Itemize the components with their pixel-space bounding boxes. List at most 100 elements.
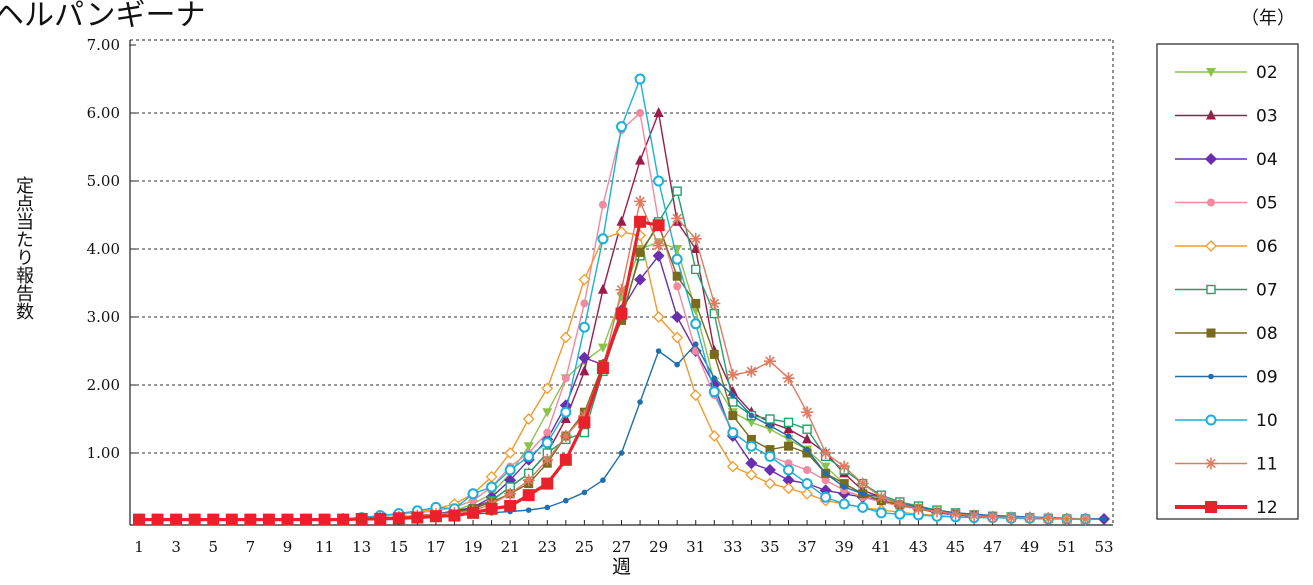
x-tick-label: 49 <box>1020 538 1039 556</box>
data-point-10 <box>504 464 516 476</box>
data-point-03 <box>616 215 627 226</box>
data-point-08 <box>728 411 738 421</box>
series-09 <box>136 341 1107 523</box>
data-point-08 <box>746 434 756 444</box>
data-point-12 <box>467 506 480 519</box>
data-point-11 <box>1079 512 1092 525</box>
x-tick-label: 53 <box>1094 538 1113 556</box>
legend-swatch-marker <box>1205 501 1217 513</box>
data-point-08 <box>617 315 626 325</box>
data-point-11 <box>689 232 702 245</box>
legend: 02 03 04 05 06 07 08 09 10 11 12 <box>1156 43 1299 520</box>
data-point-10 <box>783 464 795 476</box>
data-point-08 <box>839 479 849 489</box>
data-point-10 <box>653 175 665 187</box>
data-point-04 <box>634 273 647 286</box>
data-point-06 <box>782 482 795 495</box>
data-point-06 <box>689 389 702 402</box>
data-point-11 <box>782 372 795 385</box>
series-line-12 <box>139 220 659 522</box>
x-tick-label: 7 <box>246 538 256 556</box>
data-point-09 <box>692 341 699 348</box>
series-12 <box>133 215 665 526</box>
data-point-12 <box>318 513 331 526</box>
series-06 <box>133 226 1092 526</box>
y-tick-labels: 7.00 6.00 5.00 4.00 3.00 2.00 1.00 <box>87 36 120 462</box>
data-point-06 <box>652 311 665 323</box>
data-point-09 <box>600 477 606 484</box>
series-11 <box>133 195 1092 526</box>
legend-label: 08 <box>1256 324 1278 344</box>
legend-label: 03 <box>1256 107 1278 127</box>
data-point-06 <box>671 331 684 344</box>
data-point-09 <box>711 375 718 382</box>
data-point-08 <box>709 349 719 359</box>
data-point-09 <box>748 412 755 419</box>
data-point-11 <box>541 453 554 466</box>
y-tick-label: 1.00 <box>87 444 120 462</box>
series-line-02 <box>139 241 1086 521</box>
legend-label: 11 <box>1256 455 1278 475</box>
data-point-10 <box>578 321 590 333</box>
series-line-05 <box>139 112 1086 521</box>
data-point-11 <box>856 477 869 490</box>
data-point-09 <box>767 423 773 429</box>
data-point-12 <box>485 502 498 515</box>
y-tick-label: 3.00 <box>87 308 120 326</box>
data-point-12 <box>448 509 461 522</box>
data-point-11 <box>893 498 906 510</box>
legend-label: 04 <box>1256 150 1278 170</box>
data-point-06 <box>764 477 776 490</box>
data-point-11 <box>1042 512 1055 525</box>
x-tick-label: 43 <box>909 538 928 556</box>
data-point-10 <box>894 508 906 520</box>
data-point-09 <box>563 497 569 504</box>
data-point-02 <box>597 343 608 353</box>
data-point-10 <box>764 450 776 462</box>
chart-title: ヘルパンギーナ <box>0 0 206 33</box>
data-point-05 <box>561 374 570 383</box>
data-point-12 <box>207 513 220 526</box>
data-point-03 <box>690 243 701 253</box>
data-point-10 <box>875 507 887 519</box>
legend-swatch-marker <box>1208 373 1214 380</box>
data-point-07 <box>783 417 794 428</box>
legend-swatch-marker <box>1207 198 1215 207</box>
data-point-09 <box>525 507 532 513</box>
data-point-12 <box>504 500 517 513</box>
data-point-04 <box>671 311 684 323</box>
data-point-12 <box>634 215 647 228</box>
data-point-03 <box>597 283 608 294</box>
legend-item-11: 11 <box>1175 455 1278 475</box>
data-point-05 <box>598 200 607 209</box>
data-point-12 <box>151 513 164 526</box>
data-point-12 <box>133 513 145 526</box>
legend-swatch-marker <box>1205 457 1217 470</box>
data-point-12 <box>541 477 554 490</box>
series-line-09 <box>139 343 1104 521</box>
data-point-12 <box>429 510 442 523</box>
data-point-12 <box>615 307 628 320</box>
series-10 <box>133 73 1091 526</box>
data-point-09 <box>655 348 662 354</box>
data-point-09 <box>841 484 847 490</box>
data-point-08 <box>784 441 794 451</box>
y-axis-label: 定点当たり報告数 <box>13 176 34 320</box>
data-point-10 <box>727 427 739 439</box>
x-tick-label: 33 <box>723 538 742 556</box>
data-point-12 <box>578 416 591 429</box>
data-point-10 <box>541 437 553 449</box>
data-point-04 <box>578 351 591 364</box>
legend-item-09: 09 <box>1175 368 1278 388</box>
series-line-08 <box>139 224 1086 521</box>
data-point-12 <box>225 513 238 526</box>
x-axis-label: 週 <box>612 556 632 578</box>
data-point-12 <box>262 513 275 526</box>
data-point-11 <box>930 505 943 518</box>
x-tick-label: 41 <box>872 538 891 556</box>
data-point-03 <box>653 107 664 117</box>
data-point-02 <box>746 418 757 428</box>
data-point-10 <box>523 450 535 462</box>
data-point-06 <box>801 487 813 500</box>
data-point-12 <box>652 219 665 232</box>
